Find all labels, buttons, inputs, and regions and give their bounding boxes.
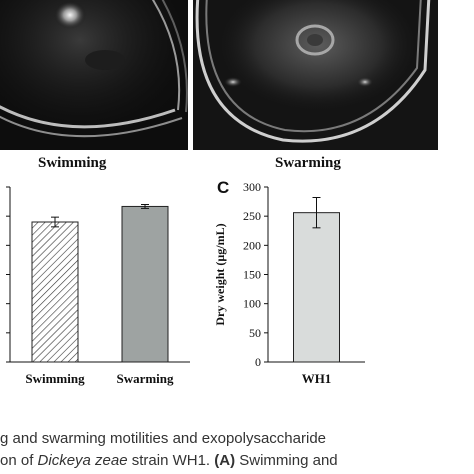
caption-text: Swimming and — [235, 452, 338, 469]
y-tick-label: 250 — [243, 209, 261, 223]
swimming-caption: Swimming — [38, 155, 107, 171]
caption-line-1: g and swarming motilities and exopolysac… — [0, 430, 327, 447]
eps-bar-chart: 0 50 100 150 200 250 300 WH1 Dry weight (µg/mL) — [210, 175, 370, 390]
bar-swarming — [121, 205, 169, 363]
swarming-caption: Swarming — [275, 155, 341, 171]
caption-line-2: on of Dickeya zeae strain WH1. (A) Swimm… — [0, 450, 474, 472]
species-name: Dickeya zeae — [37, 452, 128, 469]
y-axis-label: Dry weight (µg/mL) — [213, 223, 227, 325]
swarming-plate-photo — [193, 0, 438, 150]
bar-wh1 — [293, 212, 340, 363]
figure-caption: g and swarming motilities and exopolysac… — [0, 428, 474, 472]
caption-text: strain WH1. — [127, 452, 215, 469]
swimming-plate-photo — [0, 0, 188, 150]
panel-ref-a: (A) — [214, 452, 236, 469]
panel-letter-c: C — [217, 178, 230, 197]
y-tick-label: 0 — [255, 355, 261, 369]
x-tick-label: Swarming — [116, 371, 174, 386]
y-tick-label: 150 — [243, 268, 261, 282]
y-tick-label: 300 — [243, 180, 261, 194]
caption-text: on of — [0, 452, 38, 469]
y-tick-label: 50 — [249, 326, 261, 340]
y-tick-label: 200 — [243, 238, 261, 252]
x-tick-label: WH1 — [302, 371, 332, 386]
motility-bar-chart: Swimming Swarming — [0, 175, 200, 390]
bar-swimming — [31, 221, 79, 363]
y-tick-label: 100 — [243, 297, 261, 311]
x-tick-label: Swimming — [25, 371, 85, 386]
